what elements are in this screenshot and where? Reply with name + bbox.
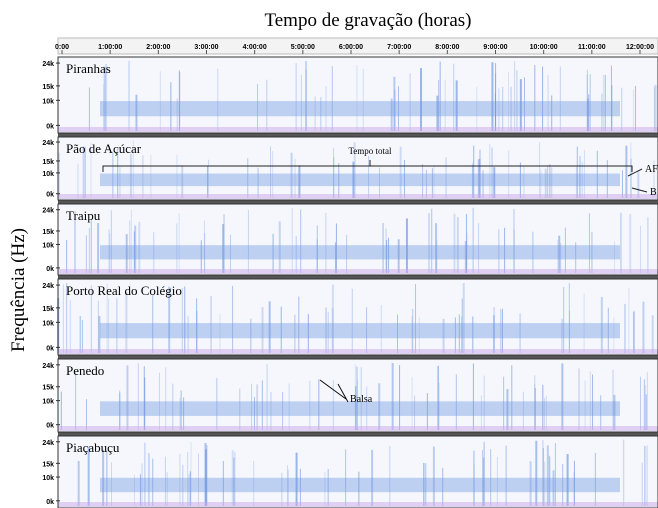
panel-background [58,279,658,355]
panel-name: Piranhas [66,61,111,76]
annotation: Tempo total [348,146,392,156]
time-tick-label: 9:00:00 [483,44,507,51]
freq-tick-label: 24k [42,140,54,147]
time-tick-label: 12:00:00 [626,44,654,51]
low-frequency [58,349,658,354]
time-tick-label: 0:00 [55,44,69,51]
spectrogram-panel: 24k 15k 10k 0k Penedo [42,358,658,436]
y-label: Frequência (Hz) [8,228,29,352]
low-frequency [58,502,658,507]
freq-tick-label: 10k [42,320,54,327]
panel-frame [57,203,658,276]
freq-tick-label: 24k [42,208,54,215]
time-tick-label: 1:00:00 [98,44,122,51]
panels: 24k 15k 10k 0k Piranhas 24k 15k 10k 0k Pão de Açú… [42,56,658,508]
freq-tick-label: 24k [42,440,54,447]
freq-tick-label: 15k [42,159,54,166]
noise-band [100,323,620,339]
freq-tick-label: 15k [42,229,54,236]
freq-tick-label: 24k [42,61,54,68]
arrow [627,168,643,177]
time-tick-label: 3:00:00 [194,44,218,51]
panel-frame [57,56,658,134]
time-tick-label: 2:00:00 [146,44,170,51]
freq-tick-label: 10k [42,171,54,178]
panel-name: Porto Real do Colégio [66,283,182,298]
freq-tick-label: 10k [42,399,54,406]
panel-frame [57,136,658,201]
freq-tick-label: 15k [42,84,54,91]
time-tick-label: 10:00:00 [530,44,558,51]
freq-tick-label: 0k [46,192,54,199]
annotation: B [650,187,657,198]
spectrogram-panel: 24k 15k 10k 0k Pão de Açúcar [42,136,658,204]
annotations: Tempo total AF B Balsa [102,146,658,405]
noise-band [100,245,620,260]
panel-frame [57,278,658,356]
freq-tick-label: 24k [42,363,54,370]
panel-name: Penedo [66,363,104,378]
panel-background [58,359,658,432]
freq-tick-label: 10k [42,242,54,249]
panel-background [58,57,658,133]
freq-tick-label: 0k [46,499,54,506]
panel-background [58,204,658,275]
panel-frame [57,435,658,508]
panel-background [58,436,658,508]
noise-band [100,477,620,493]
low-frequency [58,194,658,199]
arrow [319,379,349,403]
annotation: AF [645,164,658,175]
freq-tick-label: 15k [42,461,54,468]
freq-tick-label: 0k [46,423,54,430]
time-tick-label: 5:00:00 [291,44,315,51]
bracket [102,160,633,172]
noise-band [100,101,620,117]
panel-name: Piaçabuçu [66,440,120,455]
time-tick-label: 4:00:00 [243,44,267,51]
title: Tempo de gravação (horas) [264,10,471,31]
freq-tick-label: 24k [42,283,54,290]
freq-tick-label: 10k [42,98,54,105]
low-frequency [58,127,658,132]
freq-tick-label: 0k [46,266,54,273]
low-frequency [58,426,658,431]
freq-tick-label: 0k [46,123,54,130]
spectrogram-panel: 24k 15k 10k 0k Porto Real do Colégio [42,278,658,359]
time-tick-label: 6:00:00 [339,44,363,51]
spectrogram-panel: 24k 15k 10k 0k Traipu [42,203,658,279]
time-tick-label: 7:00:00 [387,44,411,51]
time-ruler [57,37,658,55]
arrow [631,187,648,193]
noise-band [100,401,620,416]
noise-band [100,173,620,187]
freq-tick-label: 0k [46,345,54,352]
panel-background [58,137,658,200]
time-tick-label: 11:00:00 [578,44,606,51]
freq-tick-label: 10k [42,475,54,482]
panel-name: Traipu [66,208,101,223]
panel-frame [57,358,658,433]
freq-tick-label: 15k [42,306,54,313]
spectrogram-panel: 24k 15k 10k 0k Piranhas [42,56,658,137]
time-tick-label: 8:00:00 [435,44,459,51]
low-frequency [58,269,658,274]
spectrogram-panel: 24k 15k 10k 0k Piaçabuçu [42,435,658,508]
freq-tick-label: 15k [42,385,54,392]
panel-name: Pão de Açúcar [66,141,142,156]
annotation: Balsa [350,394,373,405]
